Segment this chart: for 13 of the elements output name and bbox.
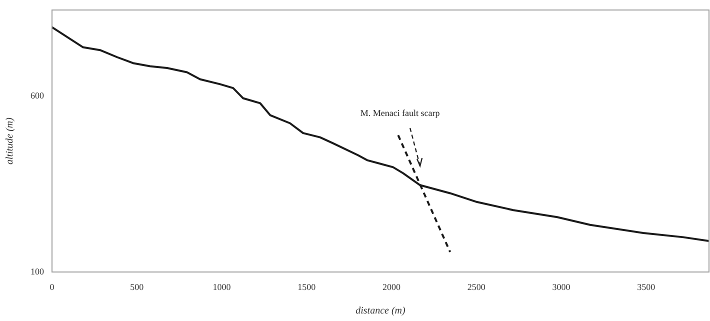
y-axis-title: altitude (m) <box>4 116 16 164</box>
x-tick-label: 3500 <box>637 282 656 292</box>
x-tick-label: 3000 <box>552 282 571 292</box>
x-tick-label: 2000 <box>382 282 402 292</box>
x-tick-label: 1500 <box>298 282 316 292</box>
y-tick-label: 100 <box>30 266 44 276</box>
x-axis-title: distance (m) <box>356 306 406 317</box>
x-tick-label: 500 <box>130 282 144 292</box>
x-tick-label: 0 <box>50 282 55 292</box>
x-tick-label: 2500 <box>467 282 486 292</box>
x-tick-label: 1000 <box>212 282 232 292</box>
annotation: M. Menaci fault scarp <box>360 108 440 118</box>
y-tick-label: 600 <box>30 90 44 101</box>
